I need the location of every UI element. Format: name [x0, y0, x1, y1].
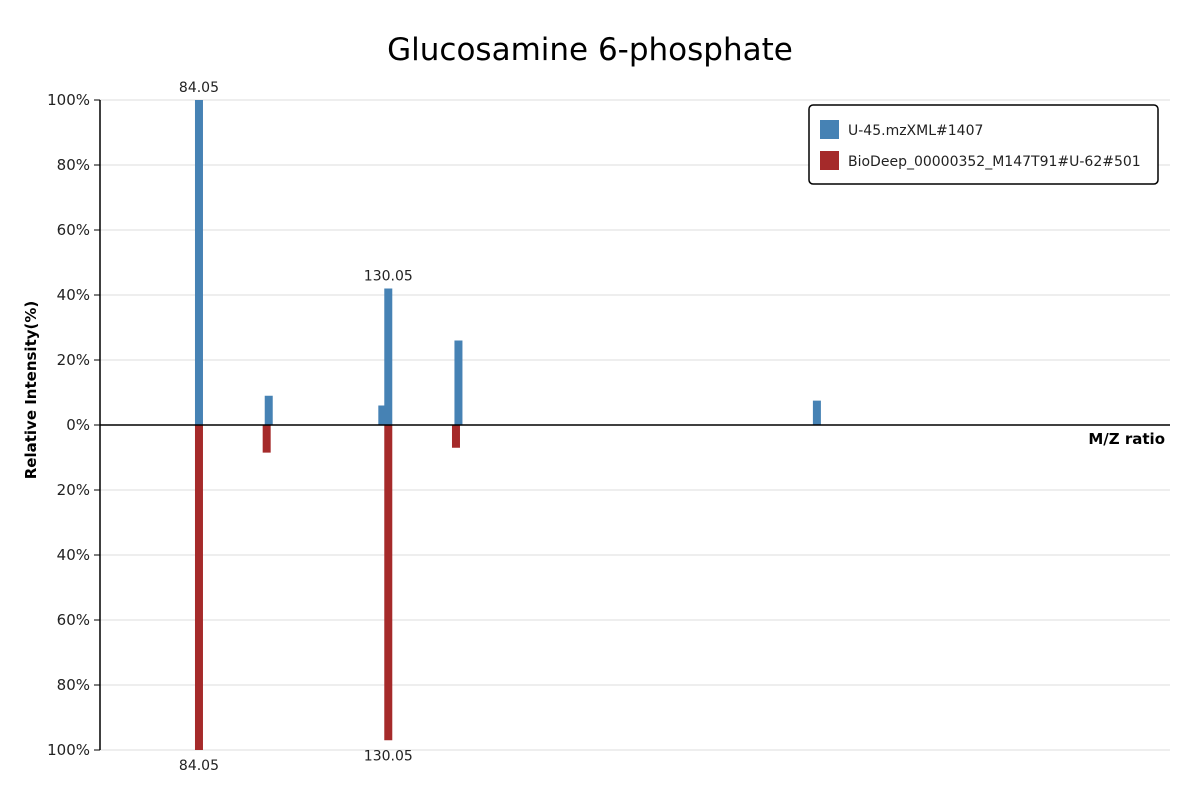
- y-tick-labels: 100% 80% 60% 40% 20% 0% 20% 40% 60% 80% 100%: [47, 91, 90, 759]
- y-tick-label: 0%: [66, 416, 90, 434]
- y-tick-label: 80%: [57, 156, 90, 174]
- legend: U-45.mzXML#1407 BioDeep_00000352_M147T91#…: [808, 104, 1159, 185]
- chart-title: Glucosamine 6-phosphate: [387, 32, 793, 68]
- peak-bar-sample: [454, 340, 463, 425]
- peak-bar-sample: [264, 395, 273, 425]
- peak-bar-reference: [194, 425, 203, 750]
- peak-label: 130.05: [364, 748, 413, 764]
- peak-label: 84.05: [179, 80, 219, 96]
- y-tick-label: 40%: [57, 546, 90, 564]
- y-tick-label: 40%: [57, 286, 90, 304]
- y-tick-label: 80%: [57, 676, 90, 694]
- peak-bar-reference: [451, 425, 460, 448]
- peak-bar-sample: [194, 100, 203, 425]
- peak-bar-sample: [378, 405, 387, 425]
- peak-label: 84.05: [179, 758, 219, 774]
- legend-swatch: [820, 151, 839, 170]
- peak-bar-reference: [262, 425, 271, 453]
- x-axis-title: M/Z ratio: [1088, 430, 1165, 448]
- axes: [94, 99, 1170, 751]
- peak-bar-reference: [384, 425, 393, 741]
- legend-box: [808, 104, 1159, 185]
- spectrum-bars: [194, 100, 821, 750]
- y-tick-label: 20%: [57, 351, 90, 369]
- peak-bar-sample: [812, 400, 821, 425]
- y-tick-label: 20%: [57, 481, 90, 499]
- legend-entry: U-45.mzXML#1407: [848, 123, 983, 139]
- legend-swatch: [820, 120, 839, 139]
- grid-lines: [100, 99, 1170, 751]
- peak-bar-sample: [384, 288, 393, 425]
- y-tick-label: 100%: [47, 91, 90, 109]
- y-tick-label: 100%: [47, 741, 90, 759]
- legend-entry: BioDeep_00000352_M147T91#U-62#501: [848, 154, 1141, 170]
- y-tick-label: 60%: [57, 611, 90, 629]
- y-tick-label: 60%: [57, 221, 90, 239]
- y-axis-title: Relative Intensity(%): [22, 301, 40, 480]
- peak-label: 130.05: [364, 269, 413, 285]
- peak-labels: 84.05 130.05 84.05 130.05: [179, 80, 413, 774]
